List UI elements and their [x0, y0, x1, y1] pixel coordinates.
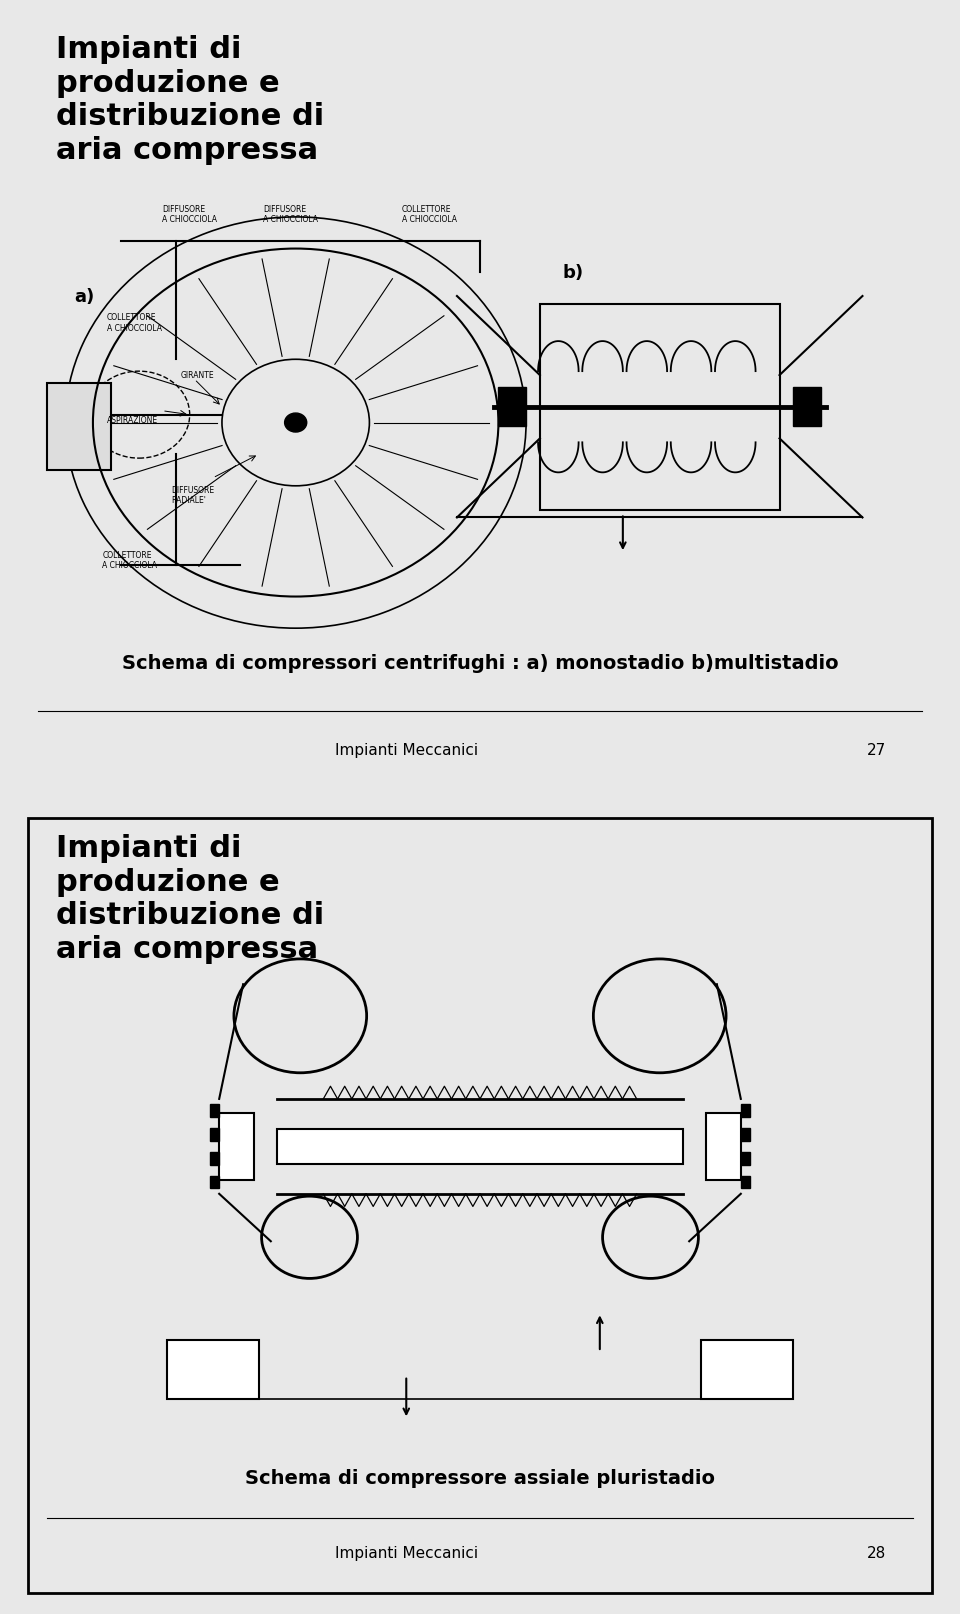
Bar: [47, 383, 111, 470]
Text: Impianti Meccanici: Impianti Meccanici: [335, 744, 478, 759]
Bar: [219, 1112, 254, 1180]
Text: Impianti Meccanici: Impianti Meccanici: [335, 1546, 478, 1561]
Bar: [701, 1340, 793, 1399]
Text: COLLETTORE
A CHIOCCIOLA: COLLETTORE A CHIOCCIOLA: [401, 205, 457, 224]
Bar: [741, 1175, 750, 1188]
Text: a): a): [75, 287, 95, 307]
Bar: [706, 1112, 741, 1180]
Text: Impianti di
produzione e
distribuzione di
aria compressa: Impianti di produzione e distribuzione d…: [56, 834, 324, 964]
Bar: [210, 1152, 219, 1165]
Bar: [210, 1175, 219, 1188]
Text: Schema di compressori centrifughi : a) monostadio b)multistadio: Schema di compressori centrifughi : a) m…: [122, 654, 838, 673]
Text: Impianti di
produzione e
distribuzione di
aria compressa: Impianti di produzione e distribuzione d…: [56, 36, 324, 165]
Bar: [210, 1104, 219, 1117]
Text: 27: 27: [867, 744, 886, 759]
Bar: [498, 387, 526, 426]
Text: DIFFUSORE
A CHIOCCIOLA: DIFFUSORE A CHIOCCIOLA: [263, 205, 319, 224]
Text: GIRANTE: GIRANTE: [180, 371, 214, 381]
Text: COLLETTORE
A CHIOCCIOLA: COLLETTORE A CHIOCCIOLA: [107, 313, 161, 332]
Text: 28: 28: [867, 1546, 886, 1561]
Text: DIFFUSORE
RADIALE': DIFFUSORE RADIALE': [171, 486, 214, 505]
Text: b): b): [563, 265, 584, 282]
Bar: [210, 1128, 219, 1141]
Bar: [167, 1340, 259, 1399]
Bar: [793, 387, 821, 426]
Bar: [741, 1152, 750, 1165]
Bar: [540, 303, 780, 510]
Text: ASPIRAZIONE: ASPIRAZIONE: [107, 416, 157, 424]
Bar: [741, 1128, 750, 1141]
Text: Schema di compressore assiale pluristadio: Schema di compressore assiale pluristadi…: [245, 1469, 715, 1488]
Text: DIFFUSORE
A CHIOCCIOLA: DIFFUSORE A CHIOCCIOLA: [162, 205, 217, 224]
Bar: [741, 1104, 750, 1117]
Bar: [277, 1128, 683, 1164]
Text: COLLETTORE
A CHIOCCIOLA: COLLETTORE A CHIOCCIOLA: [102, 550, 157, 570]
Circle shape: [284, 413, 307, 433]
